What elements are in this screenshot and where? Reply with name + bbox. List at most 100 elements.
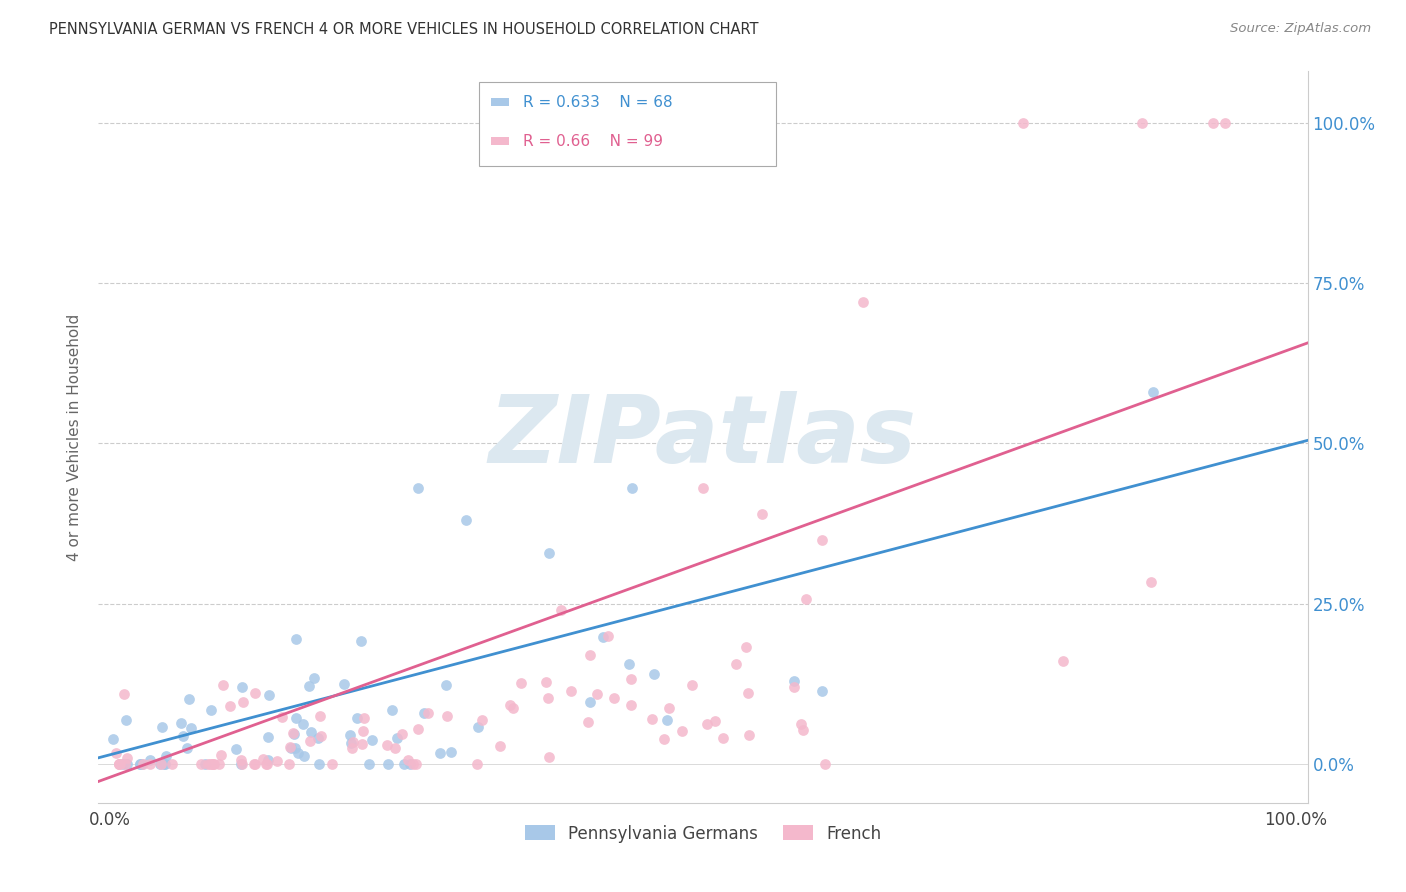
Point xyxy=(197,757,219,772)
Text: PENNSYLVANIA GERMAN VS FRENCH 4 OR MORE VEHICLES IN HOUSEHOLD CORRELATION CHART: PENNSYLVANIA GERMAN VS FRENCH 4 OR MORE … xyxy=(49,22,759,37)
Point xyxy=(281,726,304,740)
FancyBboxPatch shape xyxy=(492,137,509,145)
Point xyxy=(117,757,139,772)
Point xyxy=(153,757,176,772)
Point xyxy=(454,514,477,528)
Point xyxy=(792,723,814,737)
Point xyxy=(578,695,600,709)
Point xyxy=(200,757,222,772)
Point xyxy=(103,732,125,747)
Point xyxy=(229,757,252,772)
Point xyxy=(738,728,761,742)
Point xyxy=(257,730,280,744)
Point xyxy=(280,741,302,756)
Point xyxy=(737,686,759,700)
Point xyxy=(284,741,307,756)
Point xyxy=(658,701,681,715)
Point xyxy=(692,482,714,496)
Point xyxy=(291,717,314,731)
Point xyxy=(711,731,734,746)
Point xyxy=(105,747,128,761)
Point xyxy=(283,727,305,741)
Point xyxy=(129,757,152,772)
Point xyxy=(287,747,309,761)
Point xyxy=(271,710,294,724)
Point xyxy=(412,706,434,721)
Point xyxy=(377,757,399,772)
Point xyxy=(1012,116,1035,130)
Point xyxy=(108,757,131,772)
Point xyxy=(202,757,225,772)
Point xyxy=(790,717,813,731)
Point xyxy=(671,724,693,739)
Point xyxy=(170,716,193,731)
Point xyxy=(399,757,422,772)
Point xyxy=(155,748,177,763)
Point xyxy=(579,648,602,662)
Point xyxy=(357,757,380,772)
Point xyxy=(139,753,162,767)
Point xyxy=(256,757,278,772)
Point xyxy=(396,753,419,767)
Point xyxy=(243,757,266,772)
Point xyxy=(394,757,416,772)
Point xyxy=(603,690,626,705)
Point xyxy=(1140,574,1163,589)
Point xyxy=(108,757,131,772)
Point xyxy=(652,731,675,746)
Point xyxy=(352,737,374,751)
Point xyxy=(408,482,430,496)
Point xyxy=(160,757,183,772)
Point xyxy=(259,688,281,702)
Point xyxy=(436,708,458,723)
Point xyxy=(811,684,834,698)
Point xyxy=(252,752,274,766)
Point xyxy=(321,757,343,772)
Point xyxy=(257,753,280,767)
Point xyxy=(266,754,288,768)
Point xyxy=(346,711,368,725)
Point xyxy=(725,657,748,671)
Point xyxy=(298,734,321,748)
Point xyxy=(299,724,322,739)
Point xyxy=(361,733,384,747)
Point xyxy=(308,757,330,772)
Point xyxy=(201,756,224,771)
Point xyxy=(243,757,266,772)
Point xyxy=(751,507,773,521)
Point xyxy=(537,690,560,705)
FancyBboxPatch shape xyxy=(492,98,509,106)
Point xyxy=(385,731,408,745)
Point xyxy=(576,715,599,730)
Point xyxy=(150,757,173,772)
Point xyxy=(813,757,835,772)
Point xyxy=(402,757,425,772)
Point xyxy=(115,713,138,727)
Point xyxy=(796,591,818,606)
Point xyxy=(292,748,315,763)
Point xyxy=(139,757,162,772)
Point xyxy=(302,671,325,685)
Point xyxy=(620,698,643,712)
Point xyxy=(641,712,664,726)
Point xyxy=(852,295,875,310)
Legend: Pennsylvania Germans, French: Pennsylvania Germans, French xyxy=(517,818,889,849)
Point xyxy=(560,684,582,698)
Point xyxy=(391,726,413,740)
Point xyxy=(194,757,217,772)
Point xyxy=(207,757,229,772)
Point xyxy=(735,640,758,655)
Point xyxy=(598,629,620,643)
Point xyxy=(434,678,457,692)
Point xyxy=(538,750,561,764)
Point xyxy=(353,711,375,725)
Point xyxy=(342,740,364,755)
Text: ZIPatlas: ZIPatlas xyxy=(489,391,917,483)
Point xyxy=(309,729,332,743)
Point xyxy=(278,740,301,755)
Point xyxy=(406,723,429,737)
Point xyxy=(550,603,572,617)
Point xyxy=(429,746,451,760)
Point xyxy=(489,739,512,753)
Text: R = 0.66    N = 99: R = 0.66 N = 99 xyxy=(523,134,662,149)
